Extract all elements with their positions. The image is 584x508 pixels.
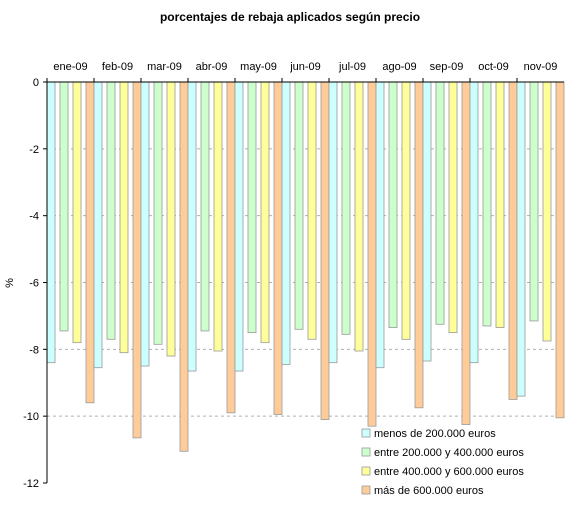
bar [93, 81, 103, 369]
bar [59, 81, 69, 332]
bar [260, 81, 270, 344]
x-tick-label: sep-09 [430, 61, 464, 73]
legend-label: entre 200.000 y 400.000 euros [374, 447, 524, 459]
bar [341, 81, 351, 335]
bar [414, 81, 424, 409]
bar [179, 81, 189, 452]
x-tick-label: ago-09 [382, 61, 416, 73]
x-tick-label: jul-09 [338, 61, 366, 73]
bar [448, 81, 458, 334]
y-tick-label: -12 [23, 478, 39, 490]
x-tick-label: nov-09 [524, 61, 558, 73]
bar [542, 81, 552, 342]
bar [461, 81, 471, 425]
bar [273, 81, 283, 415]
y-tick-label: -2 [29, 144, 39, 156]
bar [401, 81, 411, 340]
axes: 0 -2 -4 -6 -8 -10 -12 ene-09 feb-09 mar-09 abr-09 m… [23, 61, 564, 490]
bar [72, 81, 82, 344]
bar [555, 81, 565, 419]
bar [226, 81, 236, 414]
bar [106, 81, 116, 340]
legend: menos de 200.000 euros entre 200.000 y 40… [361, 428, 524, 497]
bar [281, 81, 291, 365]
bar [516, 81, 526, 397]
bar [375, 81, 385, 369]
bar [482, 81, 492, 327]
bar [469, 81, 479, 364]
bar [307, 81, 317, 340]
bar [247, 81, 257, 334]
bar [495, 81, 505, 329]
y-tick-label: -10 [23, 411, 39, 423]
bar [213, 81, 223, 352]
bar [187, 81, 197, 372]
legend-swatch [361, 485, 371, 495]
bar [388, 81, 398, 329]
y-axis-label: % [4, 278, 16, 288]
x-tick-label: oct-09 [478, 61, 509, 73]
x-tick-label: jun-09 [289, 61, 321, 73]
bar [435, 81, 445, 325]
x-tick-label: feb-09 [102, 61, 133, 73]
bar [166, 81, 176, 357]
bar [422, 81, 432, 362]
legend-swatch [361, 428, 371, 438]
bar [320, 81, 330, 420]
bar [354, 81, 364, 352]
bar [140, 81, 150, 367]
bar [119, 81, 129, 354]
x-tick-label: abr-09 [196, 61, 228, 73]
y-tick-label: -8 [29, 344, 39, 356]
bars [46, 81, 565, 452]
bar [153, 81, 163, 345]
x-tick-label: ene-09 [53, 61, 87, 73]
legend-label: entre 400.000 y 600.000 euros [374, 466, 524, 478]
bar [529, 81, 539, 322]
bar [132, 81, 142, 439]
y-tick-label: 0 [33, 77, 39, 89]
y-tick-label: -4 [29, 211, 39, 223]
y-tick-label: -6 [29, 278, 39, 290]
legend-label: menos de 200.000 euros [374, 428, 496, 440]
bar [234, 81, 244, 372]
legend-label: más de 600.000 euros [374, 485, 484, 497]
bar [508, 81, 518, 400]
bar [46, 81, 56, 364]
bar [294, 81, 304, 330]
x-tick-label: mar-09 [147, 61, 182, 73]
bar [200, 81, 210, 332]
bar [85, 81, 95, 404]
legend-swatch [361, 447, 371, 457]
x-tick-label: may-09 [240, 61, 277, 73]
chart-title: porcentajes de rebaja aplicados según pr… [160, 10, 420, 24]
bar [328, 81, 338, 364]
bar [367, 81, 377, 427]
legend-swatch [361, 466, 371, 476]
